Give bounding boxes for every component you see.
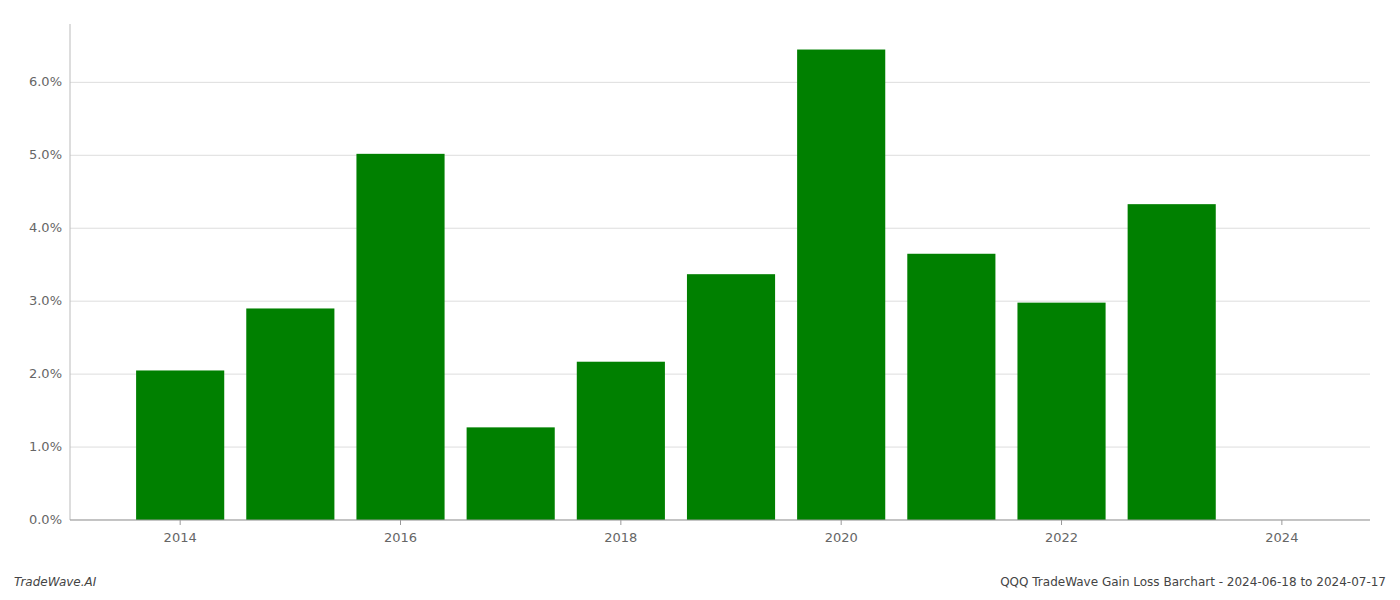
grid-line — [70, 82, 1370, 83]
bar — [136, 370, 224, 520]
x-tick — [180, 520, 181, 525]
y-tick-label: 6.0% — [29, 74, 62, 89]
y-tick-label: 1.0% — [29, 439, 62, 454]
x-tick-label: 2018 — [604, 530, 637, 545]
y-axis-line — [70, 24, 71, 520]
y-grid — [70, 82, 1370, 520]
bar — [797, 50, 885, 520]
footer-note: TradeWave.AI — [14, 575, 97, 589]
x-tick — [1061, 520, 1062, 525]
x-tick-label: 2014 — [164, 530, 197, 545]
x-tick-label: 2020 — [825, 530, 858, 545]
bar — [577, 362, 665, 520]
y-tick-label: 5.0% — [29, 147, 62, 162]
bar — [687, 274, 775, 520]
title: QQQ TradeWave Gain Loss Barchart - 2024-… — [1000, 575, 1386, 589]
x-tick-label: 2022 — [1045, 530, 1078, 545]
bar — [907, 254, 995, 520]
y-tick-label: 3.0% — [29, 293, 62, 308]
x-tick — [400, 520, 401, 525]
bar — [1017, 303, 1105, 520]
bars — [136, 50, 1216, 520]
grid-line — [70, 155, 1370, 156]
x-tick-label: 2024 — [1265, 530, 1298, 545]
y-tick-label: 2.0% — [29, 366, 62, 381]
x-axis-line — [70, 520, 1370, 521]
y-tick-label: 0.0% — [29, 512, 62, 527]
x-tick-label: 2016 — [384, 530, 417, 545]
x-tick — [841, 520, 842, 525]
bar — [467, 427, 555, 520]
bar — [246, 308, 334, 520]
x-tick — [620, 520, 621, 525]
x-tick — [1281, 520, 1282, 525]
bar — [1128, 204, 1216, 520]
chart: 0.0% 1.0% 2.0% 3.0% 4.0% 5.0% 6.0% 2014 2016 2018… — [0, 0, 1400, 600]
bar — [356, 154, 444, 520]
grid-line — [70, 520, 1370, 521]
y-tick-label: 4.0% — [29, 220, 62, 235]
